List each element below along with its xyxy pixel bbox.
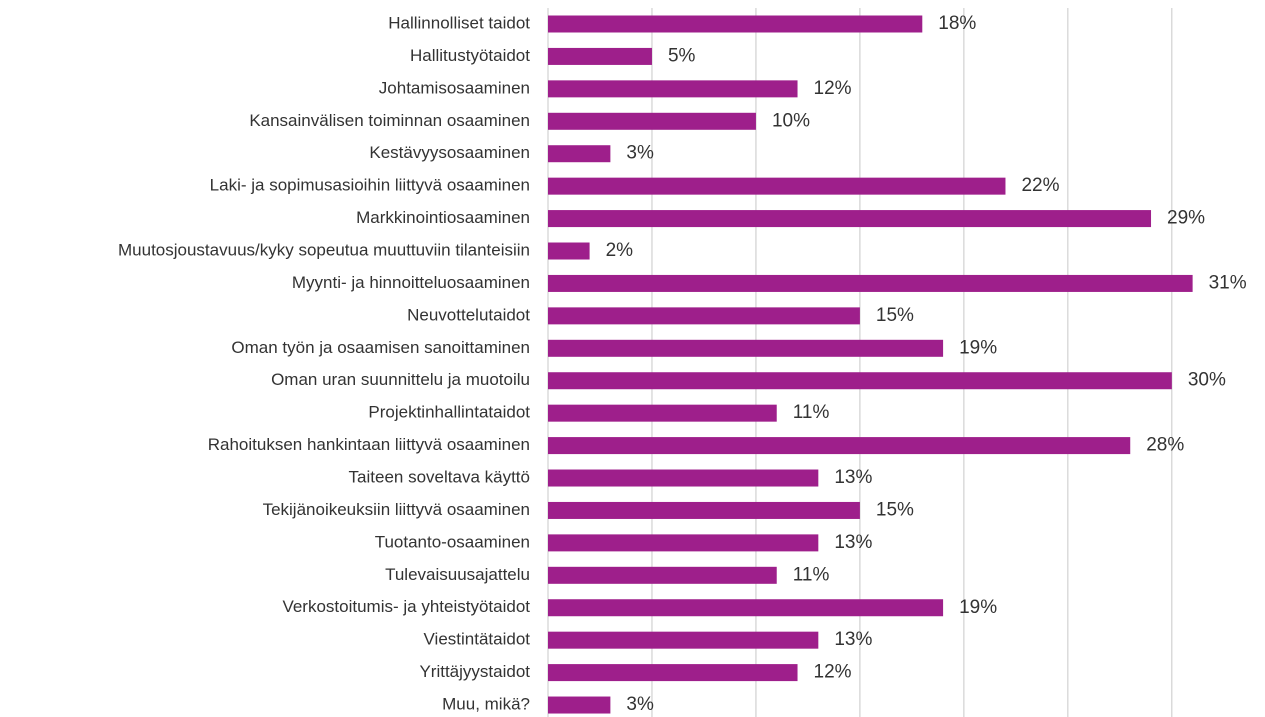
value-label: 3% [626, 143, 654, 164]
bar [548, 437, 1131, 455]
y-tick-label: Rahoituksen hankintaan liittyvä osaamine… [208, 435, 530, 454]
value-label: 19% [959, 597, 997, 618]
y-tick-label: Tekijänoikeuksiin liittyvä osaaminen [263, 500, 530, 519]
y-tick-label: Tuotanto-osaaminen [375, 532, 530, 551]
bar [548, 47, 652, 65]
value-label: 5% [668, 45, 696, 66]
value-label: 10% [772, 110, 810, 131]
y-tick-label: Viestintätaidot [424, 630, 531, 649]
bar [548, 307, 860, 325]
y-tick-label: Kestävyysosaaminen [369, 143, 530, 162]
y-tick-label: Muutosjoustavuus/kyky sopeutua muuttuvii… [118, 240, 530, 259]
value-label: 11% [793, 402, 830, 423]
value-label: 30% [1188, 370, 1226, 391]
value-label: 2% [606, 240, 634, 261]
value-label: 15% [876, 499, 914, 520]
bar [548, 242, 590, 260]
y-tick-label: Laki- ja sopimusasioihin liittyvä osaami… [210, 176, 530, 195]
value-label: 18% [938, 13, 976, 34]
y-tick-label: Neuvottelutaidot [407, 305, 530, 324]
value-label: 11% [793, 564, 830, 585]
value-label: 3% [626, 694, 654, 715]
y-tick-label: Markkinointiosaaminen [356, 208, 530, 227]
bar [548, 339, 944, 357]
y-tick-label: Hallinnolliset taidot [388, 13, 530, 32]
value-label: 15% [876, 305, 914, 326]
value-label: 22% [1021, 175, 1059, 196]
y-tick-label: Kansainvälisen toiminnan osaaminen [249, 111, 530, 130]
bar [548, 469, 819, 487]
y-tick-label: Johtamisosaaminen [379, 78, 530, 97]
y-tick-label: Verkostoitumis- ja yhteistyötaidot [282, 597, 530, 616]
value-label: 13% [834, 467, 872, 488]
y-tick-label: Hallitustyötaidot [410, 46, 530, 65]
bar [548, 372, 1172, 390]
value-label: 12% [814, 662, 852, 683]
value-label: 28% [1146, 435, 1184, 456]
value-label: 13% [834, 532, 872, 553]
bar [548, 80, 798, 98]
bar [548, 112, 756, 130]
y-tick-label: Projektinhallintataidot [368, 403, 530, 422]
y-tick-label: Oman uran suunnittelu ja muotoilu [271, 370, 530, 389]
value-label: 13% [834, 629, 872, 650]
y-tick-label: Yrittäjyystaidot [419, 662, 530, 681]
y-tick-label: Muu, mikä? [442, 695, 530, 714]
bar [548, 15, 923, 33]
bar [548, 599, 944, 617]
bar [548, 566, 777, 584]
bar [548, 274, 1193, 292]
value-label: 12% [814, 78, 852, 99]
value-label: 19% [959, 337, 997, 358]
bar [548, 177, 1006, 195]
bar [548, 664, 798, 682]
bar [548, 145, 611, 163]
bar [548, 210, 1152, 228]
bar [548, 696, 611, 714]
y-tick-label: Myynti- ja hinnoitteluosaaminen [292, 273, 530, 292]
bar [548, 534, 819, 552]
y-tick-label: Taiteen soveltava käyttö [349, 468, 530, 487]
bar [548, 404, 777, 422]
bar [548, 631, 819, 649]
y-tick-label: Oman työn ja osaamisen sanoittaminen [231, 338, 530, 357]
value-label: 29% [1167, 208, 1205, 229]
value-label: 31% [1209, 272, 1247, 293]
y-tick-label: Tulevaisuusajattelu [385, 565, 530, 584]
bar [548, 501, 860, 519]
